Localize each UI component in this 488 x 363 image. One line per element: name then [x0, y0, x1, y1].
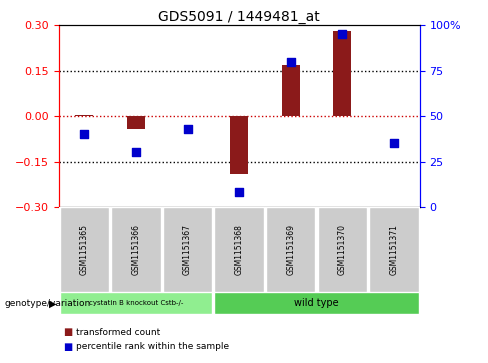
Bar — [214, 292, 419, 314]
Text: GSM1151370: GSM1151370 — [338, 224, 347, 275]
Bar — [385, 115, 403, 116]
Text: genotype/variation: genotype/variation — [5, 299, 91, 308]
Point — [183, 126, 191, 132]
Text: wild type: wild type — [294, 298, 339, 308]
Bar — [282, 65, 300, 116]
Text: GSM1151371: GSM1151371 — [389, 224, 398, 275]
Bar — [369, 207, 419, 292]
Text: ■: ■ — [63, 342, 73, 352]
Bar — [60, 207, 109, 292]
Bar — [214, 207, 264, 292]
Bar — [266, 207, 315, 292]
Text: GSM1151369: GSM1151369 — [286, 224, 295, 275]
Text: percentile rank within the sample: percentile rank within the sample — [76, 342, 229, 351]
Bar — [60, 292, 212, 314]
Bar — [163, 207, 212, 292]
Title: GDS5091 / 1449481_at: GDS5091 / 1449481_at — [158, 11, 320, 24]
Point — [132, 150, 140, 155]
Bar — [333, 32, 351, 116]
Text: ■: ■ — [63, 327, 73, 337]
Bar — [179, 115, 197, 116]
Text: GSM1151367: GSM1151367 — [183, 224, 192, 275]
Point — [235, 189, 243, 195]
Point — [390, 140, 398, 146]
Text: GSM1151368: GSM1151368 — [235, 224, 244, 275]
Point — [338, 32, 346, 37]
Bar — [111, 207, 161, 292]
Text: GSM1151365: GSM1151365 — [80, 224, 89, 275]
Point — [81, 131, 88, 137]
Text: GSM1151366: GSM1151366 — [131, 224, 141, 275]
Text: transformed count: transformed count — [76, 328, 160, 337]
Text: cystatin B knockout Cstb-/-: cystatin B knockout Cstb-/- — [89, 300, 183, 306]
Point — [287, 59, 295, 65]
Bar — [318, 207, 367, 292]
Bar — [230, 116, 248, 174]
Text: ▶: ▶ — [49, 299, 56, 309]
Bar — [75, 115, 93, 116]
Bar — [127, 116, 145, 129]
